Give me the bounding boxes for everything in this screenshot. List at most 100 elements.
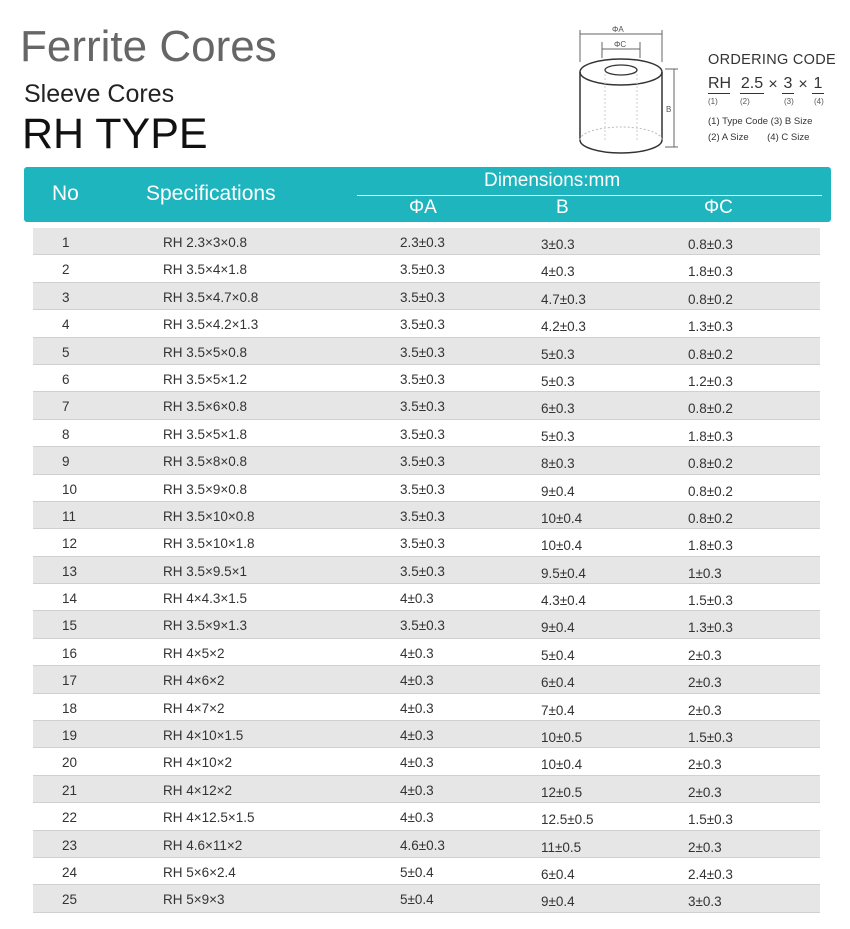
row-a: 4.6±0.3 [400,837,445,853]
row-c: 1.3±0.3 [688,319,733,335]
table-row: 25 RH 5×9×3 5±0.4 9±0.4 3±0.3 [33,885,820,913]
row-c: 1.8±0.3 [688,264,733,280]
row-spec: RH 3.5×5×1.8 [163,426,248,442]
code-part: 2.5 [740,75,764,94]
row-c: 0.8±0.2 [688,456,733,472]
table-row: 10 RH 3.5×9×0.8 3.5±0.3 9±0.4 0.8±0.2 [33,475,820,502]
row-no: 7 [62,399,70,415]
sleeve-core-diagram: ΦA ΦC B [579,25,678,154]
row-b: 10±0.4 [541,757,583,773]
row-no: 19 [62,728,78,744]
row-no: 22 [62,810,78,826]
row-spec: RH 4×6×2 [163,673,225,689]
page-subtitle: Sleeve Cores [24,80,175,108]
row-spec: RH 3.5×5×0.8 [163,344,248,360]
row-no: 12 [62,536,78,552]
row-spec: RH 5×6×2.4 [163,864,236,880]
row-no: 25 [62,892,78,908]
row-a: 3.5±0.3 [400,399,445,415]
table-row: 11 RH 3.5×10×0.8 3.5±0.3 10±0.4 0.8±0.2 [33,501,820,530]
header-c: ΦC [704,197,733,218]
row-spec: RH 4×7×2 [163,700,225,716]
table-row: 15 RH 3.5×9×1.3 3.5±0.3 9±0.4 1.3±0.3 [33,611,820,639]
row-no: 23 [62,837,78,853]
header-dimensions: Dimensions:mm [484,170,621,191]
table-row: 12 RH 3.5×10×1.8 3.5±0.3 10±0.4 1.8±0.3 [33,529,820,557]
row-a: 5±0.4 [400,892,434,908]
row-a: 3.5±0.3 [400,371,445,387]
row-a: 3.5±0.3 [400,454,445,470]
spec-table: 1 RH 2.3×3×0.8 2.3±0.3 3±0.3 0.8±0.3 2 RH 3.5×… [33,228,820,913]
row-a: 4±0.3 [400,645,434,661]
row-a: 3.5±0.3 [400,289,445,305]
row-spec: RH 3.5×5×1.2 [163,371,248,387]
times-sign: × [798,76,808,93]
row-spec: RH 3.5×4.2×1.3 [163,317,259,333]
row-spec: RH 4×12.5×1.5 [163,810,255,826]
row-a: 3.5±0.3 [400,536,445,552]
code-num: (4) [814,97,824,106]
code-num: (3) [784,97,794,106]
row-c: 0.8±0.2 [688,291,733,307]
row-a: 4±0.3 [400,755,434,771]
table-row: 24 RH 5×6×2.4 5±0.4 6±0.4 2.4±0.3 [33,858,820,886]
legend-line: (2) A Size (4) C Size [708,132,810,143]
row-a: 3.5±0.3 [400,481,445,497]
table-row: 18 RH 4×7×2 4±0.3 7±0.4 2±0.3 [33,694,820,722]
row-spec: RH 4×10×1.5 [163,728,244,744]
row-c: 0.8±0.2 [688,510,733,526]
row-no: 8 [62,426,70,442]
row-a: 3.5±0.3 [400,618,445,634]
row-c: 1.8±0.3 [688,428,733,444]
phi-c-label: ΦC [614,40,626,49]
table-header: No Specifications Dimensions:mm ΦA B ΦC [24,167,831,222]
row-spec: RH 2.3×3×0.8 [163,235,248,250]
row-a: 5±0.4 [400,864,434,880]
header-spec: Specifications [146,182,276,205]
row-c: 3±0.3 [688,894,722,910]
row-spec: RH 3.5×10×1.8 [163,536,255,552]
row-b: 7±0.4 [541,702,575,718]
table-row: 9 RH 3.5×8×0.8 3.5±0.3 8±0.3 0.8±0.2 [33,447,820,475]
row-c: 0.8±0.3 [688,237,733,252]
row-b: 9±0.4 [541,620,575,636]
row-c: 2±0.3 [688,757,722,773]
row-c: 2±0.3 [688,647,722,663]
row-a: 3.5±0.3 [400,508,445,524]
row-c: 1.5±0.3 [688,812,733,828]
row-spec: RH 3.5×6×0.8 [163,399,248,415]
row-b: 5±0.3 [541,428,575,444]
row-b: 10±0.5 [541,730,583,746]
table-row: 21 RH 4×12×2 4±0.3 12±0.5 2±0.3 [33,775,820,804]
row-b: 9±0.4 [541,894,575,910]
row-b: 4.3±0.4 [541,593,586,609]
row-a: 3.5±0.3 [400,563,445,579]
row-no: 16 [62,645,78,661]
row-spec: RH 3.5×4×1.8 [163,262,248,278]
ordering-code: ORDERING CODE RH 2.5 × 3 × 1 (1) (2) (3)… [708,52,836,146]
row-spec: RH 3.5×4.7×0.8 [163,289,259,305]
row-b: 5±0.3 [541,346,575,362]
table-row: 16 RH 4×5×2 4±0.3 5±0.4 2±0.3 [33,639,820,667]
table-row: 17 RH 4×6×2 4±0.3 6±0.4 2±0.3 [33,666,820,694]
row-no: 6 [62,371,70,387]
row-no: 21 [62,782,78,798]
code-num: (1) [708,97,718,106]
row-b: 12±0.5 [541,784,583,800]
row-spec: RH 5×9×3 [163,892,225,908]
row-no: 9 [62,454,70,470]
header-divider [357,195,822,196]
row-b: 6±0.4 [541,675,575,691]
table-row: 8 RH 3.5×5×1.8 3.5±0.3 5±0.3 1.8±0.3 [33,420,820,448]
row-no: 15 [62,618,78,634]
row-c: 0.8±0.2 [688,483,733,499]
row-no: 5 [62,344,70,360]
code-part: 1 [812,75,824,94]
row-b: 10±0.4 [541,538,583,554]
table-row: 3 RH 3.5×4.7×0.8 3.5±0.3 4.7±0.3 0.8±0.2 [33,282,820,311]
row-c: 1.5±0.3 [688,593,733,609]
row-spec: RH 4×5×2 [163,645,225,661]
code-part: RH [708,75,732,94]
row-a: 4±0.3 [400,673,434,689]
row-a: 4±0.3 [400,782,434,798]
